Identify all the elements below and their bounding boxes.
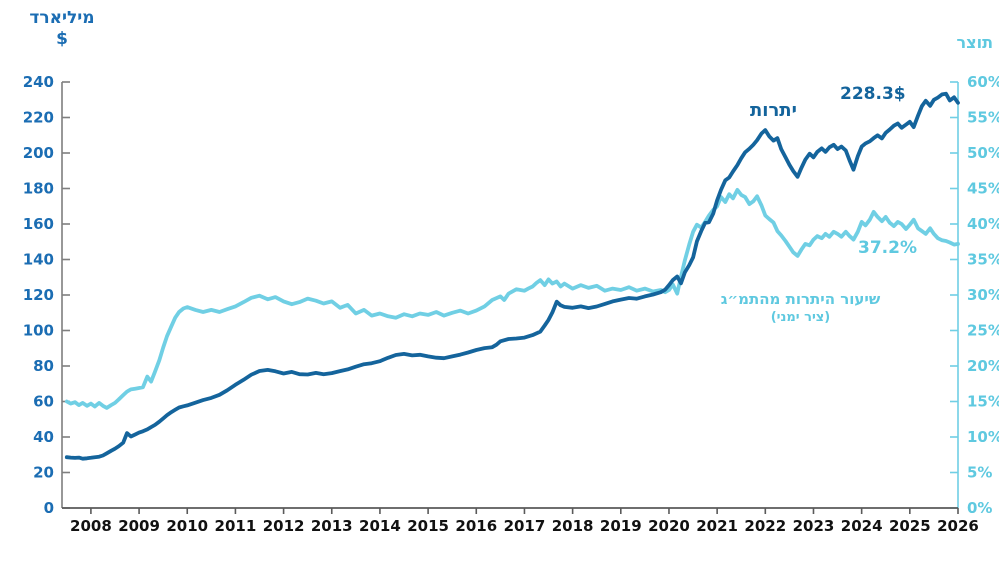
left-axis-tick-label: 220: [23, 109, 54, 127]
right-axis-tick-label: 35%: [967, 251, 999, 269]
reserves-latest-value: 228.3$: [840, 84, 906, 104]
left-axis-tick-label: 120: [23, 286, 54, 304]
left-axis-tick-label: 40: [33, 428, 54, 446]
left-axis-tick-label: 60: [33, 393, 54, 411]
reserves-series-label: יתרות: [750, 100, 797, 121]
left-axis-title-line1: מיליארד: [29, 8, 95, 28]
x-axis-tick-label: 2009: [118, 517, 160, 535]
x-axis-tick-label: 2011: [215, 517, 257, 535]
left-axis-title-line2: $: [56, 29, 68, 49]
left-axis-title: מיליארד $: [22, 8, 102, 50]
left-axis-tick-label: 140: [23, 251, 54, 269]
right-axis-tick-label: 10%: [967, 428, 999, 446]
left-axis-tick-label: 80: [33, 357, 54, 375]
right-axis-tick-label: 55%: [967, 109, 999, 127]
left-axis-tick-label: 160: [23, 215, 54, 233]
right-axis-tick-label: 20%: [967, 357, 999, 375]
x-axis-tick-label: 2016: [455, 517, 497, 535]
right-axis-title: תוצר: [956, 33, 994, 52]
ratio-series-label-line2: (ציר ימני): [770, 310, 831, 325]
left-axis-tick-label: 200: [23, 144, 54, 162]
x-axis-tick-label: 2018: [552, 517, 594, 535]
x-axis-tick-label: 2024: [841, 517, 883, 535]
x-axis-tick-label: 2020: [648, 517, 690, 535]
x-axis: 2008 2009 2010 2011 2012 2013 2014 2015 2016 2017…: [62, 507, 979, 535]
x-axis-tick-label: 2010: [166, 517, 208, 535]
x-axis-tick-label: 2008: [70, 517, 112, 535]
ratio-latest-value: 37.2%: [858, 238, 917, 258]
ratio-series-label-line1: שיעור היתרות מהתמ״ג: [720, 290, 881, 308]
right-axis: 0% 5% 10% 15% 20% 25% 30% 35% 40% 45% 50% 55% 60%: [950, 73, 999, 517]
right-axis-tick-label: 30%: [967, 286, 999, 304]
left-axis-tick-label: 20: [33, 464, 54, 482]
right-axis-tick-label: 15%: [967, 393, 999, 411]
right-axis-tick-label: 0%: [967, 499, 992, 517]
x-axis-tick-label: 2025: [889, 517, 931, 535]
x-axis-tick-label: 2021: [696, 517, 738, 535]
ratio-series-label: שיעור היתרות מהתמ״ג (ציר ימני): [683, 290, 918, 326]
x-axis-tick-label: 2026: [937, 517, 979, 535]
right-axis-tick-label: 60%: [967, 73, 999, 91]
x-axis-tick-label: 2015: [407, 517, 449, 535]
left-axis-tick-label: 0: [44, 499, 54, 517]
left-axis-tick-label: 100: [23, 322, 54, 340]
x-axis-tick-label: 2017: [504, 517, 546, 535]
reserves-line: [64, 91, 960, 461]
left-axis-tick-label: 240: [23, 73, 54, 91]
x-axis-tick-label: 2013: [311, 517, 353, 535]
x-axis-tick-label: 2023: [793, 517, 835, 535]
right-axis-tick-label: 40%: [967, 215, 999, 233]
x-axis-tick-label: 2012: [263, 517, 305, 535]
x-axis-tick-label: 2014: [359, 517, 401, 535]
x-axis-tick-label: 2019: [600, 517, 642, 535]
ratio-line: [64, 188, 960, 410]
right-axis-tick-label: 5%: [967, 464, 992, 482]
right-axis-tick-label: 25%: [967, 322, 999, 340]
left-axis-tick-label: 180: [23, 180, 54, 198]
x-axis-tick-label: 2022: [744, 517, 786, 535]
right-axis-tick-label: 45%: [967, 180, 999, 198]
right-axis-tick-label: 50%: [967, 144, 999, 162]
left-axis: 0 20 40 60 80 100 120 140 160 180 200 220 240: [23, 73, 70, 517]
